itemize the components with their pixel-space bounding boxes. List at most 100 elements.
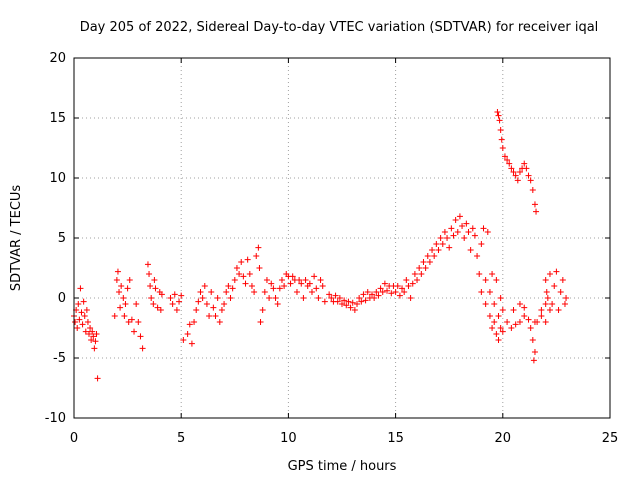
data-point: [496, 117, 503, 124]
data-point: [313, 285, 320, 292]
data-point: [531, 319, 538, 325]
data-point: [339, 301, 345, 307]
data-point: [124, 285, 131, 292]
data-point: [298, 280, 305, 287]
data-point: [91, 345, 98, 352]
data-point: [538, 307, 545, 313]
data-point: [493, 331, 500, 337]
data-point: [296, 277, 303, 283]
data-point: [543, 289, 550, 295]
data-point: [218, 307, 225, 313]
data-point: [328, 295, 335, 301]
y-tick-label: 5: [58, 231, 66, 246]
chart-title: Day 205 of 2022, Sidereal Day-to-day VTE…: [80, 20, 599, 35]
data-point: [214, 295, 221, 301]
data-point: [482, 301, 489, 307]
data-point: [293, 289, 300, 295]
data-point: [504, 319, 511, 325]
data-point: [244, 256, 251, 263]
data-point: [514, 177, 521, 184]
data-point: [80, 298, 87, 305]
data-point: [510, 169, 517, 175]
y-tick-label: 15: [49, 111, 66, 126]
data-point: [321, 298, 328, 305]
data-point: [392, 289, 399, 295]
data-point: [193, 307, 200, 313]
data-point: [126, 277, 133, 283]
data-point: [81, 313, 88, 319]
data-point: [508, 165, 515, 172]
data-point: [454, 229, 461, 235]
data-point: [206, 313, 213, 319]
data-point: [229, 285, 236, 292]
data-point: [89, 328, 96, 335]
data-point: [373, 289, 380, 295]
data-point: [144, 261, 151, 268]
data-point: [396, 292, 403, 299]
x-tick-label: 5: [177, 431, 185, 446]
data-point: [317, 277, 324, 283]
data-point: [527, 325, 534, 331]
data-point: [216, 319, 223, 325]
data-point: [248, 283, 255, 289]
data-point: [484, 229, 491, 235]
data-point: [90, 333, 97, 340]
data-point: [542, 301, 549, 307]
data-point: [414, 277, 421, 283]
data-point: [553, 268, 560, 275]
data-point: [349, 299, 356, 306]
data-point: [82, 328, 89, 335]
data-point: [287, 280, 294, 287]
data-point: [381, 280, 388, 287]
data-point: [497, 127, 504, 133]
data-point: [542, 277, 549, 283]
data-point: [384, 287, 391, 294]
data-point: [150, 301, 157, 307]
data-point: [379, 289, 386, 295]
data-point: [531, 201, 538, 208]
data-point: [358, 298, 365, 305]
data-point: [521, 160, 528, 167]
data-point: [474, 253, 481, 259]
data-point: [343, 302, 350, 309]
data-point: [208, 289, 215, 295]
data-point: [188, 340, 195, 347]
data-point: [529, 337, 536, 343]
data-point: [261, 289, 268, 295]
data-point: [242, 280, 249, 287]
data-point: [441, 229, 448, 235]
data-point: [424, 253, 431, 259]
data-point: [356, 295, 363, 301]
data-point: [546, 271, 553, 277]
data-point: [388, 290, 395, 297]
data-point: [274, 301, 281, 307]
data-point: [489, 325, 496, 331]
data-point: [178, 292, 185, 299]
data-point: [498, 136, 505, 143]
data-point: [345, 298, 352, 305]
data-point: [531, 349, 538, 355]
data-point: [405, 283, 412, 289]
data-point: [240, 273, 247, 280]
data-point: [158, 291, 165, 298]
data-point: [478, 289, 485, 295]
data-point: [133, 301, 140, 307]
data-point: [203, 301, 210, 307]
data-point: [253, 253, 260, 259]
data-point: [334, 298, 341, 305]
data-point: [78, 309, 85, 316]
x-tick-label: 25: [602, 431, 619, 446]
data-point: [463, 220, 470, 227]
data-point: [154, 304, 161, 311]
x-tick-label: 15: [387, 431, 404, 446]
data-point: [341, 297, 348, 304]
data-point: [527, 177, 534, 184]
data-point: [195, 298, 202, 305]
data-points: [71, 109, 570, 382]
data-point: [435, 247, 442, 253]
data-point: [495, 112, 502, 119]
data-point: [377, 285, 384, 292]
data-point: [431, 253, 438, 259]
x-tick-label: 0: [70, 431, 78, 446]
data-point: [561, 301, 568, 307]
